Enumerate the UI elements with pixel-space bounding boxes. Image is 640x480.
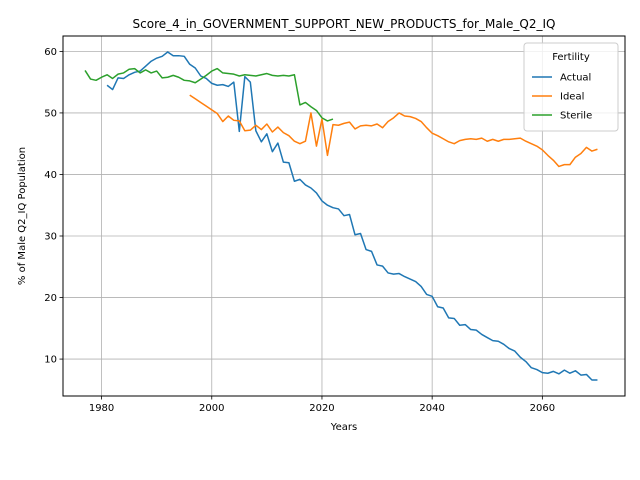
legend-label-sterile: Sterile [560,111,592,122]
series-line-ideal [189,94,598,168]
y-tick-label: 20 [44,293,57,304]
y-axis-label: % of Male Q2_IQ Population [17,147,28,285]
y-tick-label: 50 [44,108,57,119]
x-tick-label: 2040 [419,403,444,414]
legend-items: Actual Ideal Sterile [532,73,592,122]
series-lines [84,51,598,381]
y-tick-label: 30 [44,232,57,243]
x-tick-label: 2060 [530,403,555,414]
x-tick-label: 2000 [199,403,224,414]
y-tick-label: 60 [44,47,57,58]
plot-frame [62,35,626,397]
x-tick-label: 1980 [89,403,114,414]
legend-label-ideal: Ideal [560,92,584,103]
axis-ticks: 1980 2000 2020 2040 2060 10 20 30 40 50 60 [44,47,555,414]
legend-label-actual: Actual [560,73,591,84]
chart-title: Score_4_in_GOVERNMENT_SUPPORT_NEW_PRODUC… [133,17,556,31]
series-line-actual [106,51,598,381]
x-tick-label: 2020 [309,403,334,414]
y-tick-label: 10 [44,355,57,366]
y-tick-label: 40 [44,170,57,181]
x-axis-label: Years [330,422,357,433]
legend-title: Fertility [552,52,590,63]
series-line-sterile [84,67,334,122]
legend: Fertility Actual Ideal Sterile [523,42,619,132]
legend-box [523,42,619,132]
